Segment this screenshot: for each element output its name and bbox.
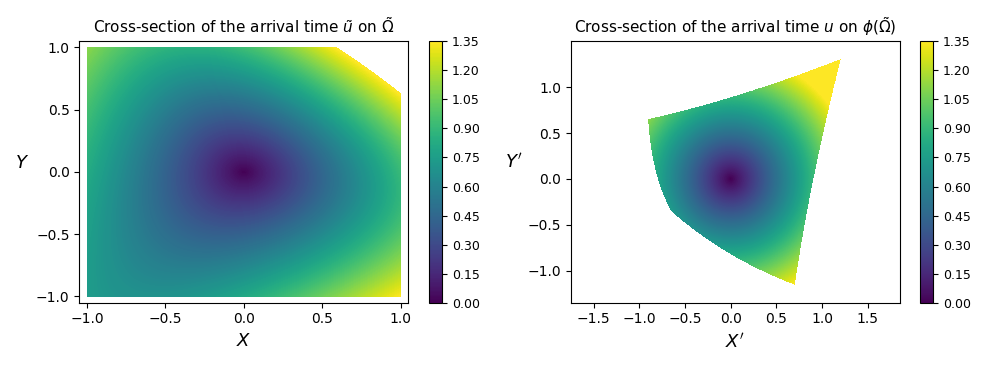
X-axis label: $X$: $X$ xyxy=(236,332,251,350)
Title: Cross-section of the arrival time $\tilde{u}$ on $\tilde{\Omega}$: Cross-section of the arrival time $\tild… xyxy=(94,16,395,36)
Y-axis label: $Y$: $Y$ xyxy=(15,154,29,172)
Title: Cross-section of the arrival time $u$ on $\phi(\tilde{\Omega})$: Cross-section of the arrival time $u$ on… xyxy=(574,15,896,38)
Y-axis label: $Y'$: $Y'$ xyxy=(504,153,522,172)
X-axis label: $X'$: $X'$ xyxy=(726,332,745,351)
